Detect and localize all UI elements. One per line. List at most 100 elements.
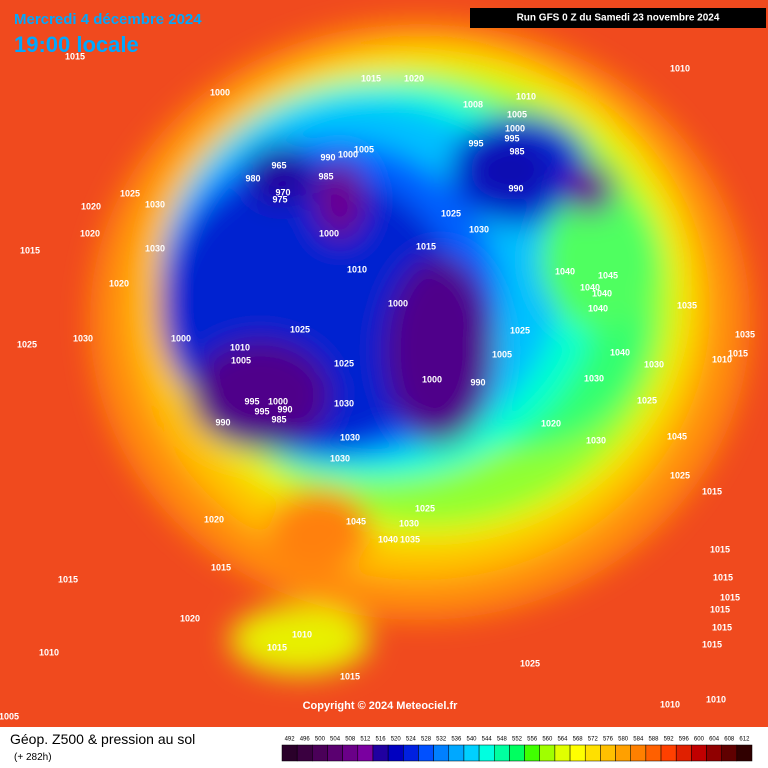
isobar-label: 1015 (361, 73, 381, 83)
legend-label: 608 (724, 737, 735, 743)
legend-label: 508 (345, 737, 356, 743)
isobar-label: 1030 (330, 453, 350, 463)
legend-swatch (600, 744, 616, 762)
legend-label: 580 (618, 737, 629, 743)
isobar-label: 985 (318, 171, 333, 181)
isobar-label: 975 (272, 194, 287, 204)
isobar-label: 995 (254, 406, 269, 416)
isobar-label: 1025 (334, 358, 354, 368)
isobar-label: 1035 (677, 300, 697, 310)
isobar-label: 1000 (388, 298, 408, 308)
isobar-label: 1010 (670, 63, 690, 73)
isobar-label: 1015 (713, 572, 733, 582)
legend-label: 588 (648, 737, 659, 743)
legend-swatch (448, 744, 465, 762)
legend-swatch (706, 744, 722, 762)
isobar-label: 1020 (541, 418, 561, 428)
isobar-label: 1010 (712, 354, 732, 364)
isobar-label: 1040 (378, 534, 398, 544)
isobar-label: 1000 (268, 396, 288, 406)
legend-swatch (296, 744, 313, 762)
legend-swatch (509, 744, 525, 762)
legend-swatch (312, 744, 328, 762)
isobar-label: 1005 (0, 711, 19, 721)
legend-label: 596 (679, 737, 690, 743)
isobar-label: 1015 (340, 671, 360, 681)
legend-swatch (387, 744, 404, 762)
legend-label: 492 (285, 737, 296, 743)
copyright: Copyright © 2024 Meteociel.fr (303, 700, 459, 712)
isobar-label: 1035 (400, 534, 420, 544)
isobar-label: 965 (271, 160, 286, 170)
isobar-label: 990 (320, 152, 335, 162)
legend-label: 536 (451, 737, 462, 743)
run-info: Run GFS 0 Z du Samedi 23 novembre 2024 (517, 13, 720, 24)
legend-label: 532 (436, 737, 447, 743)
isobar-label: 1020 (204, 514, 224, 524)
legend-swatch (463, 744, 480, 762)
legend-label: 612 (739, 737, 750, 743)
legend-label: 540 (467, 737, 478, 743)
legend-swatch (645, 744, 662, 762)
legend-swatch (660, 744, 677, 762)
isobar-label: 1015 (267, 642, 287, 652)
isobar-label: 1030 (340, 432, 360, 442)
legend-swatch (418, 744, 434, 762)
isobar-label: 1015 (710, 604, 730, 614)
isobar-label: 985 (271, 414, 286, 424)
isobar-label: 1010 (292, 629, 312, 639)
run-box (470, 8, 766, 28)
isobar-label: 990 (215, 417, 230, 427)
isobar-label: 1025 (415, 503, 435, 513)
isobar-label: 1020 (80, 228, 100, 238)
isobar-label: 1010 (516, 91, 536, 101)
legend-label: 572 (588, 737, 599, 743)
forecast-time: 19:00 locale (14, 32, 139, 57)
isobar-label: 1015 (416, 241, 436, 251)
isobar-label: 990 (508, 183, 523, 193)
isobar-label: 1000 (505, 123, 525, 133)
isobar-label: 1000 (422, 374, 442, 384)
isobar-label: 1025 (441, 208, 461, 218)
legend-swatch (357, 744, 374, 762)
isobar-label: 1025 (510, 325, 530, 335)
legend-swatch (372, 744, 389, 762)
isobar-label: 1020 (180, 613, 200, 623)
isobar-label: 995 (504, 133, 519, 143)
legend-swatch (630, 744, 647, 762)
isobar-label: 1015 (712, 622, 732, 632)
legend-swatch (524, 744, 540, 762)
legend-label: 544 (482, 737, 493, 743)
isobar-label: 1025 (637, 395, 657, 405)
footer-title: Géop. Z500 & pression au sol (10, 731, 195, 747)
legend-swatch (433, 744, 450, 762)
isobar-label: 1015 (20, 245, 40, 255)
isobar-label: 1020 (81, 201, 101, 211)
isobar-label: 1030 (145, 243, 165, 253)
isobar-label: 1005 (507, 109, 527, 119)
legend-label: 504 (330, 737, 341, 743)
isobar-label: 1040 (588, 303, 608, 313)
isobar-label: 1040 (610, 347, 630, 357)
legend-swatch (342, 744, 359, 762)
legend-swatch (539, 744, 556, 762)
isobar-label: 1040 (555, 266, 575, 276)
isobar-label: 1030 (334, 398, 354, 408)
isobar-label: 1030 (73, 333, 93, 343)
isobar-label: 1040 (580, 282, 600, 292)
isobar-label: 1015 (728, 348, 748, 358)
z500-field (90, 20, 750, 675)
isobar-label: 1040 (592, 288, 612, 298)
legend-swatch (736, 744, 753, 762)
legend-label: 564 (557, 737, 568, 743)
isobar-label: 985 (509, 146, 524, 156)
isobar-label: 1025 (120, 188, 140, 198)
legend-swatch (615, 744, 631, 762)
legend-swatch (327, 744, 343, 762)
legend-swatch (675, 744, 692, 762)
isobar-label: 1015 (58, 574, 78, 584)
legend-label: 576 (603, 737, 614, 743)
isobar-label: 1030 (399, 518, 419, 528)
isobar-label: 1020 (404, 73, 424, 83)
